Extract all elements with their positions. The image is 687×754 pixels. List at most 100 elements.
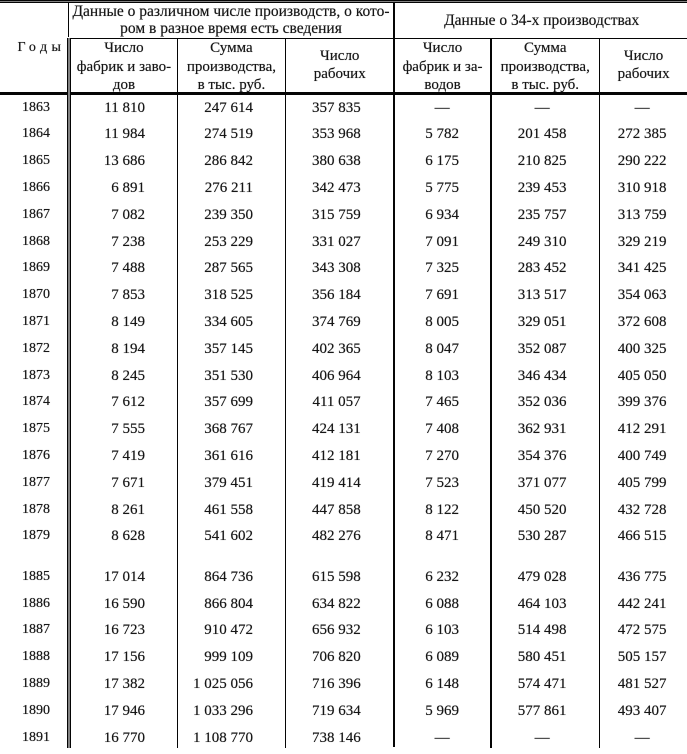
cell-value: 656 932	[311, 622, 361, 639]
cell-value: 249 310	[517, 233, 567, 250]
value-cell: 357 145	[178, 336, 253, 363]
cell-value: 464 103	[517, 595, 567, 612]
cell-value: 374 769	[311, 313, 361, 330]
value-cell: 310 918	[600, 175, 667, 202]
cell-value: 239 453	[517, 179, 567, 196]
value-cell: 8 005	[395, 309, 459, 336]
cell-value: 343 308	[311, 260, 361, 277]
cell-value: 352 087	[517, 340, 567, 357]
value-cell: 574 471	[492, 671, 567, 698]
column-header-line: дов	[112, 77, 136, 94]
cell-value: 6 088	[425, 595, 459, 612]
value-cell: 17 014	[71, 564, 145, 591]
value-cell: 329 219	[600, 229, 667, 256]
table-row: 1890 17 946 1 033 296 719 634 5 969 577 861 49…	[0, 698, 687, 725]
cell-value: 341 425	[617, 260, 667, 277]
cell-value: 276 211	[204, 179, 253, 196]
table-row: 1877 7 671 379 451 419 414 7 523 371 077 405 7…	[0, 470, 687, 497]
no-data-dash: —	[534, 729, 550, 746]
value-cell: 419 414	[286, 470, 361, 497]
cell-value: 11 810	[104, 99, 145, 116]
table-row: 1891 16 770 1 108 770 738 146 — — —	[0, 725, 687, 752]
value-cell: 318 525	[178, 282, 253, 309]
value-cell: 436 775	[600, 564, 667, 591]
cell-value: 1 033 296	[193, 702, 253, 719]
cell-value: 357 145	[204, 340, 253, 357]
value-cell: 442 241	[600, 591, 667, 618]
page-bottom-crop	[0, 747, 687, 754]
table-row: 1875 7 555 368 767 424 131 7 408 362 931 412 2…	[0, 416, 687, 443]
cell-value: 274 519	[204, 126, 253, 143]
cell-value: 7 523	[425, 474, 459, 491]
value-cell: 530 287	[492, 523, 567, 550]
year-column-divider	[67, 37, 72, 748]
year-cell: 1889	[22, 675, 50, 691]
cell-value: 310 918	[617, 179, 667, 196]
value-cell: 6 148	[395, 671, 459, 698]
cell-value: 334 605	[204, 313, 253, 330]
column-header-line: Число	[320, 48, 360, 65]
value-cell: 866 804	[178, 591, 253, 618]
value-cell: 361 616	[178, 443, 253, 470]
table-row: 1888 17 156 999 109 706 820 6 089 580 451 505 …	[0, 644, 687, 671]
value-cell: 999 109	[178, 644, 253, 671]
year-cell: 1863	[22, 99, 50, 115]
value-cell: 656 932	[286, 617, 361, 644]
no-data-cell: —	[492, 95, 567, 122]
year-cell: 1888	[22, 649, 50, 665]
year-cell: 1872	[22, 340, 50, 356]
value-cell: 354 063	[600, 282, 667, 309]
cell-value: 287 565	[204, 260, 253, 277]
cell-value: 574 471	[517, 675, 567, 692]
value-cell: 706 820	[286, 644, 361, 671]
cell-value: 447 858	[311, 501, 361, 518]
cell-value: 356 184	[311, 287, 361, 304]
value-cell: 400 749	[600, 443, 667, 470]
value-cell: 249 310	[492, 229, 567, 256]
column-header-line: производства,	[500, 58, 590, 75]
header-bottom-border	[0, 91, 687, 95]
value-cell: 580 451	[492, 644, 567, 671]
cell-value: 1 025 056	[193, 675, 253, 692]
cell-value: 11 984	[104, 126, 145, 143]
cell-value: 8 103	[425, 367, 459, 384]
value-cell: 16 590	[71, 591, 145, 618]
value-cell: 17 156	[71, 644, 145, 671]
value-cell: 405 799	[600, 470, 667, 497]
value-cell: 329 051	[492, 309, 567, 336]
value-cell: 5 969	[395, 698, 459, 725]
value-cell: 482 276	[286, 523, 361, 550]
cell-value: 329 051	[517, 313, 567, 330]
value-cell: 5 775	[395, 175, 459, 202]
cell-value: 6 934	[425, 206, 459, 223]
cell-value: 272 385	[617, 126, 667, 143]
cell-value: 7 270	[425, 447, 459, 464]
cell-value: 481 527	[617, 675, 667, 692]
value-cell: 412 181	[286, 443, 361, 470]
cell-value: 472 575	[617, 622, 667, 639]
value-cell: 7 270	[395, 443, 459, 470]
value-cell: 399 376	[600, 389, 667, 416]
cell-value: 7 555	[111, 421, 145, 438]
cell-value: 8 194	[111, 340, 145, 357]
value-cell: 276 211	[178, 175, 253, 202]
column-header-line: Сумма	[524, 40, 567, 57]
value-cell: 331 027	[286, 229, 361, 256]
table-row: 1873 8 245 351 530 406 964 8 103 346 434 405 0…	[0, 363, 687, 390]
cell-value: 7 419	[111, 447, 145, 464]
value-cell: 341 425	[600, 255, 667, 282]
cell-value: 354 063	[617, 287, 667, 304]
cell-value: 8 005	[425, 313, 459, 330]
value-cell: 447 858	[286, 497, 361, 524]
cell-value: 7 853	[111, 287, 145, 304]
table-row: 1868 7 238 253 229 331 027 7 091 249 310 329 2…	[0, 229, 687, 256]
value-cell: 6 175	[395, 148, 459, 175]
value-cell: 7 853	[71, 282, 145, 309]
value-cell: 235 757	[492, 202, 567, 229]
table-row: 1869 7 488 287 565 343 308 7 325 283 452 341 4…	[0, 255, 687, 282]
cell-value: 7 488	[111, 260, 145, 277]
year-cell: 1879	[22, 528, 50, 544]
value-cell: 357 699	[178, 389, 253, 416]
value-cell: 424 131	[286, 416, 361, 443]
value-cell: 1 025 056	[178, 671, 253, 698]
